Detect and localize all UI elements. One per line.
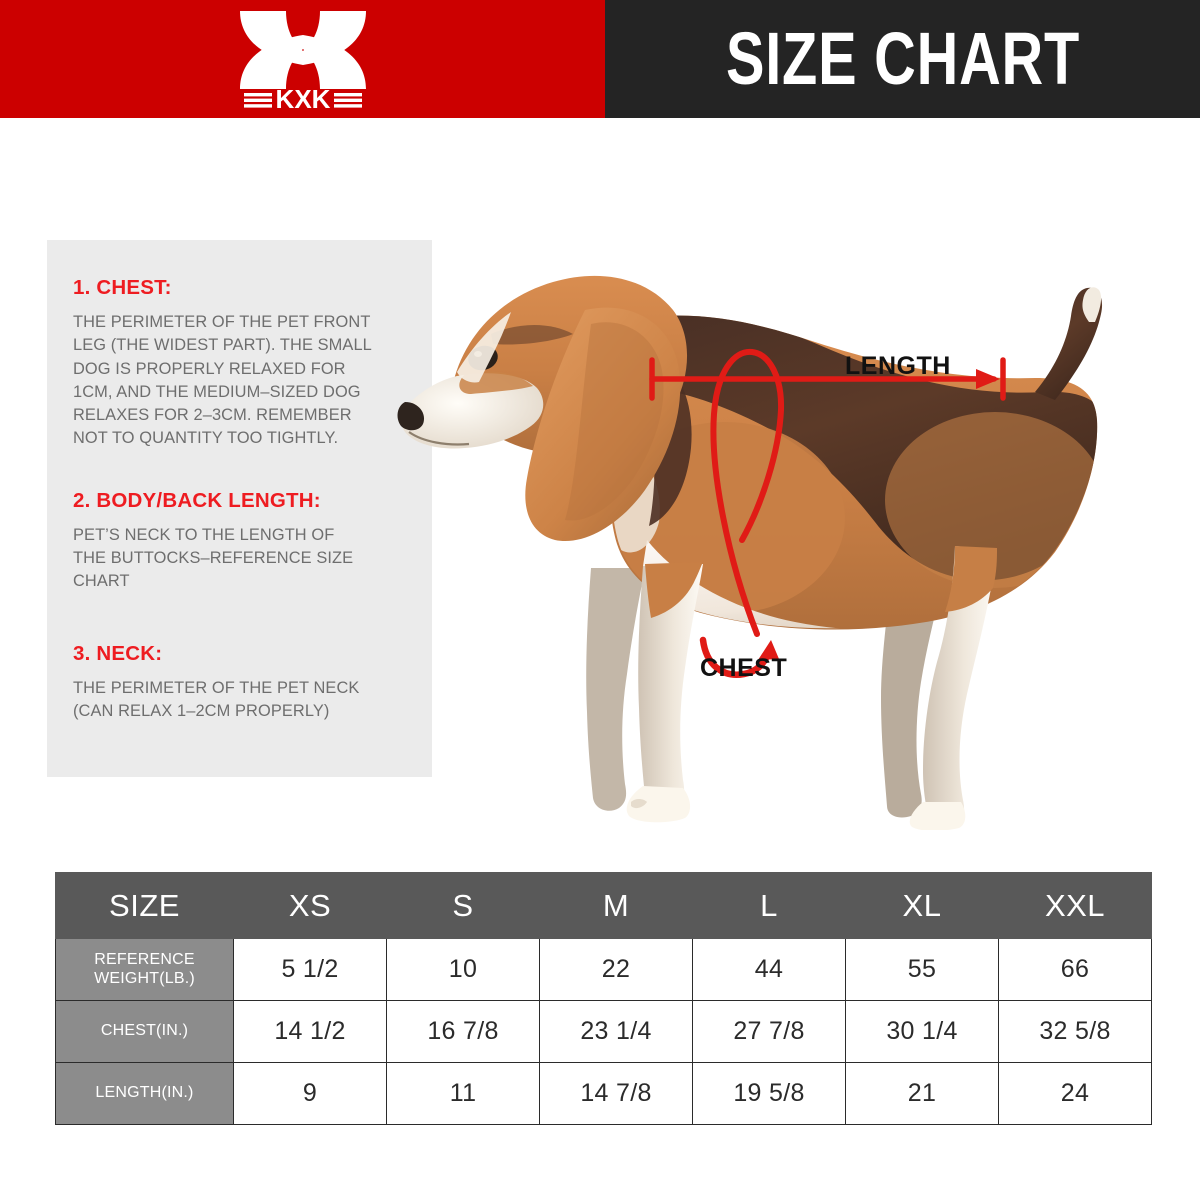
instruction-heading: 3. NECK: — [73, 641, 163, 665]
cell-weight-xs: 5 1/2 — [233, 938, 387, 1001]
brand-wordmark: KXK — [275, 84, 330, 111]
table-row: LENGTH(IN.) 9 11 14 7/8 19 5/8 21 24 — [55, 1062, 1152, 1125]
table-header-row: SIZE XS S M L XL XXL — [55, 872, 1152, 939]
kxk-butterfly-logo-icon: KXK — [228, 7, 378, 111]
dog-far-front-leg — [586, 568, 645, 811]
table-header-s: S — [386, 872, 540, 939]
cell-weight-m: 22 — [539, 938, 693, 1001]
cell-chest-xs: 14 1/2 — [233, 1000, 387, 1063]
cell-weight-xxl: 66 — [998, 938, 1152, 1001]
instruction-heading: 1. CHEST: — [73, 276, 172, 299]
cell-weight-l: 44 — [692, 938, 846, 1001]
instruction-body: THE PERIMETER OF THE PET NECK (CAN RELAX… — [73, 678, 360, 720]
dog-nose — [397, 402, 425, 431]
cell-weight-s: 10 — [386, 938, 540, 1001]
table-header-m: M — [539, 872, 693, 939]
cell-length-xl: 21 — [845, 1062, 999, 1125]
instruction-block-body-length: 2. BODY/BACK LENGTH: PET’S NECK TO THE L… — [73, 489, 410, 594]
table-row: CHEST(IN.) 14 1/2 16 7/8 23 1/4 27 7/8 3… — [55, 1000, 1152, 1063]
brand-logo-panel: KXK — [0, 0, 605, 118]
cell-chest-xxl: 32 5/8 — [998, 1000, 1152, 1063]
table-header-xs: XS — [233, 872, 387, 939]
cell-length-m: 14 7/8 — [539, 1062, 693, 1125]
instruction-heading: 2. BODY/BACK LENGTH: — [73, 488, 321, 512]
beagle-dog-illustration — [395, 250, 1115, 830]
page-title-panel: SIZE CHART — [605, 0, 1200, 118]
cell-length-s: 11 — [386, 1062, 540, 1125]
instruction-body: THE PERIMETER OF THE PET FRONT LEG (THE … — [73, 313, 372, 448]
dog-head — [397, 275, 688, 542]
table-header-xl: XL — [845, 872, 999, 939]
table-header-xxl: XXL — [998, 872, 1152, 939]
table-header-size: SIZE — [55, 872, 234, 939]
dog-ear — [525, 307, 681, 542]
dog-hind-paw — [909, 802, 966, 830]
table-header-l: L — [692, 872, 846, 939]
row-label-length: LENGTH(IN.) — [55, 1062, 234, 1125]
instruction-block-neck: 3. NECK: THE PERIMETER OF THE PET NECK (… — [73, 642, 410, 724]
cell-chest-l: 27 7/8 — [692, 1000, 846, 1063]
cell-length-xs: 9 — [233, 1062, 387, 1125]
cell-weight-xl: 55 — [845, 938, 999, 1001]
cell-length-l: 19 5/8 — [692, 1062, 846, 1125]
dog-front-paw — [626, 786, 691, 823]
page-header: KXK SIZE CHART — [0, 0, 1200, 118]
table-row: REFERENCE WEIGHT(LB.) 5 1/2 10 22 44 55 … — [55, 938, 1152, 1001]
page-title: SIZE CHART — [725, 17, 1080, 100]
cell-chest-m: 23 1/4 — [539, 1000, 693, 1063]
cell-length-xxl: 24 — [998, 1062, 1152, 1125]
cell-chest-s: 16 7/8 — [386, 1000, 540, 1063]
measurement-instructions-panel: 1. CHEST: THE PERIMETER OF THE PET FRONT… — [47, 240, 432, 777]
instruction-block-chest: 1. CHEST: THE PERIMETER OF THE PET FRONT… — [73, 276, 410, 451]
size-chart-table: SIZE XS S M L XL XXL REFERENCE WEIGHT(LB… — [55, 872, 1152, 1125]
row-label-chest: CHEST(IN.) — [55, 1000, 234, 1063]
row-label-reference-weight: REFERENCE WEIGHT(LB.) — [55, 938, 234, 1001]
dog-near-hind-leg — [923, 546, 997, 830]
cell-chest-xl: 30 1/4 — [845, 1000, 999, 1063]
dog-near-front-leg — [638, 564, 703, 810]
instruction-body: PET’S NECK TO THE LENGTH OF THE BUTTOCKS… — [73, 525, 354, 591]
